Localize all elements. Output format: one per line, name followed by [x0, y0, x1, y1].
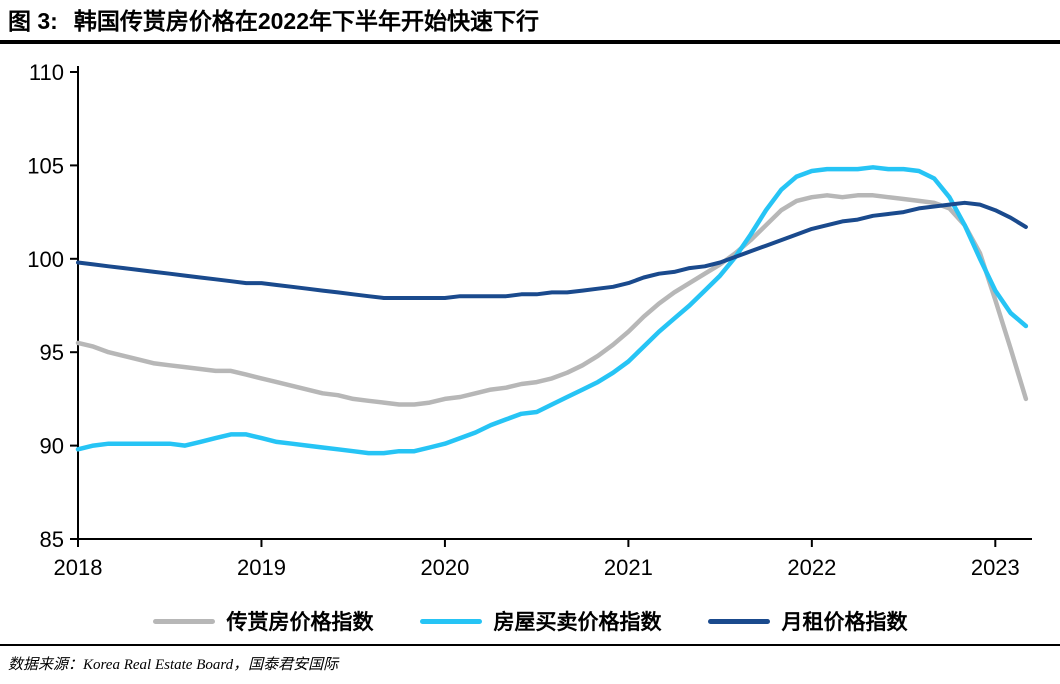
x-tick-label: 2021 [604, 555, 653, 580]
legend-label: 房屋买卖价格指数 [493, 610, 662, 634]
legend-item-rent: 月租价格指数 [707, 606, 908, 636]
y-tick-label: 90 [40, 434, 64, 459]
x-tick-label: 2022 [787, 555, 836, 580]
x-tick-label: 2023 [971, 555, 1020, 580]
line-chart: 85 90 95 100 105 110 2018 2019 2020 2021 2022 2023 [27, 60, 1032, 580]
legend-label: 传贳房价格指数 [226, 610, 374, 634]
page-title: 图 3: 韩国传贳房价格在2022年下半年开始快速下行 [0, 0, 1060, 44]
chart-legend: 传贳房价格指数 房屋买卖价格指数 月租价格指数 [0, 598, 1060, 644]
legend-item-sale: 房屋买卖价格指数 [419, 606, 662, 636]
y-tick-label: 105 [27, 153, 64, 178]
source-text: Korea Real Estate Board，国泰君安国际 [83, 657, 339, 673]
legend-label: 月租价格指数 [781, 610, 908, 634]
source-note: 数据来源：Korea Real Estate Board，国泰君安国际 [0, 644, 1060, 674]
figure-title-text: 韩国传贳房价格在2022年下半年开始快速下行 [73, 8, 540, 34]
y-tick-label: 110 [29, 60, 64, 85]
legend-swatch [419, 618, 482, 624]
series-line-0 [75, 193, 1029, 407]
x-tick-label: 2019 [237, 555, 286, 580]
x-tick-label: 2018 [54, 555, 103, 580]
y-tick-label: 100 [27, 247, 64, 272]
legend-item-jeonse: 传贳房价格指数 [152, 606, 374, 636]
source-label: 数据来源： [8, 657, 84, 673]
y-tick-label: 85 [40, 527, 64, 552]
figure-number: 图 3: [8, 8, 58, 34]
legend-swatch [152, 618, 215, 624]
y-tick-label: 95 [40, 340, 64, 365]
x-tick-label: 2020 [420, 555, 469, 580]
series-line-1 [75, 165, 1029, 456]
series-line-2 [76, 200, 1028, 300]
chart-area: 85 90 95 100 105 110 2018 2019 2020 2021 2022 2023 [0, 44, 1060, 598]
legend-swatch [707, 618, 770, 624]
